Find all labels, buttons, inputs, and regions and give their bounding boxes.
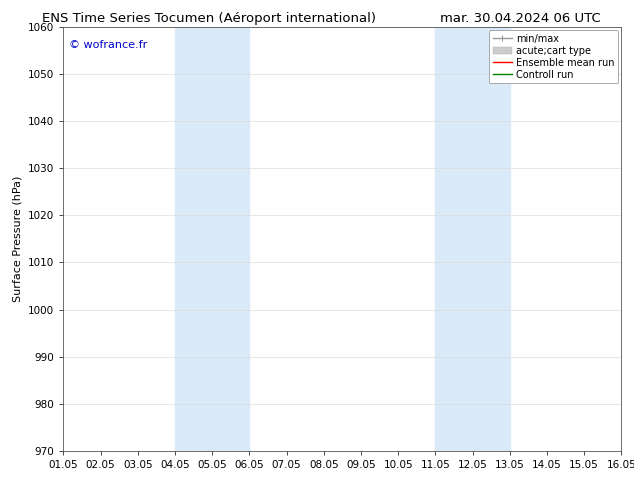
Bar: [175, 27, 249, 451]
Text: ENS Time Series Tocumen (Aéroport international): ENS Time Series Tocumen (Aéroport intern…: [42, 12, 376, 25]
Bar: [436, 27, 510, 451]
Text: mar. 30.04.2024 06 UTC: mar. 30.04.2024 06 UTC: [439, 12, 600, 25]
Legend: min/max, acute;cart type, Ensemble mean run, Controll run: min/max, acute;cart type, Ensemble mean …: [489, 30, 618, 83]
Y-axis label: Surface Pressure (hPa): Surface Pressure (hPa): [13, 176, 23, 302]
Text: © wofrance.fr: © wofrance.fr: [69, 40, 147, 49]
